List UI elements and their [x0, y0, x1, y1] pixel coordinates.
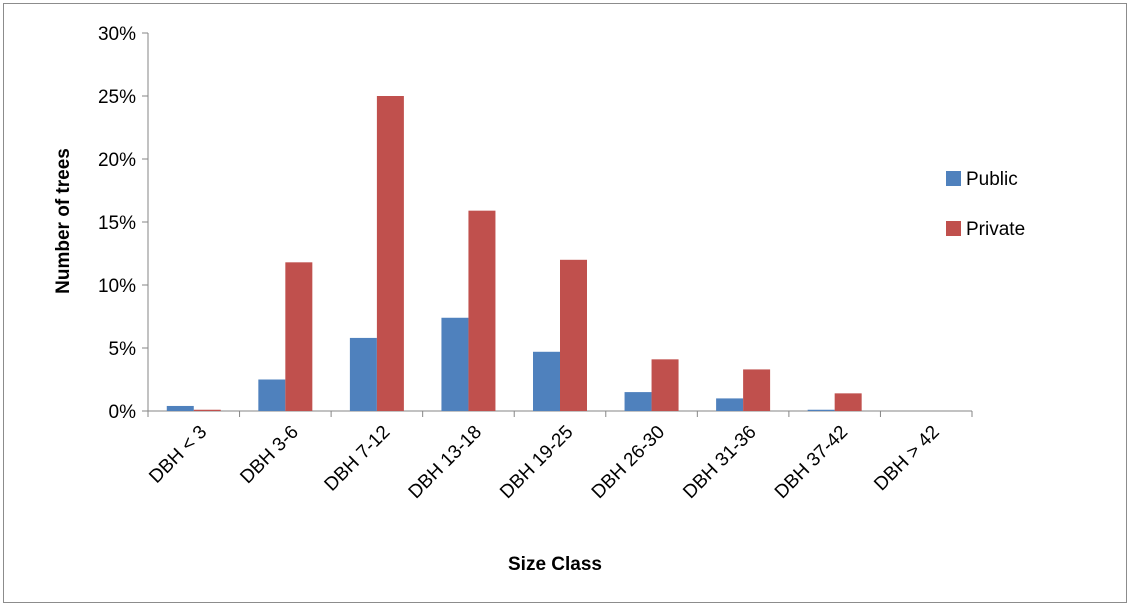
- x-axis: DBH < 3 DBH 3-6 DBH 7-12 DBH 13-18 DBH 19-25…: [145, 410, 973, 503]
- legend: Public Private: [946, 169, 1025, 240]
- bar-private-7: [834, 393, 862, 411]
- bar-private-2: [376, 96, 404, 411]
- x-tick-label: DBH > 42: [870, 422, 943, 495]
- bar-public-3: [441, 317, 469, 411]
- x-tick-label: DBH < 3: [145, 422, 211, 488]
- y-tick-label: 25%: [98, 87, 136, 108]
- y-tick-label: 20%: [98, 150, 136, 171]
- bar-public-7: [807, 409, 835, 411]
- y-axis-title: Number of trees: [53, 148, 74, 294]
- y-tick-label: 30%: [98, 24, 136, 45]
- y-tick-label: 0%: [109, 402, 137, 423]
- bar-public-6: [716, 398, 744, 411]
- y-tick-label: 5%: [109, 339, 137, 360]
- bar-public-4: [533, 351, 560, 411]
- bars: [166, 96, 862, 411]
- bar-private-6: [743, 369, 771, 411]
- x-tick-label: DBH 26-30: [588, 422, 669, 503]
- x-tick-label: DBH 3-6: [237, 422, 303, 488]
- bar-private-4: [560, 259, 587, 411]
- x-tick-label: DBH 37-42: [771, 422, 852, 503]
- bar-public-5: [624, 392, 652, 411]
- y-tick-label: 10%: [98, 276, 136, 297]
- legend-label-private: Private: [966, 219, 1025, 240]
- x-tick-label: DBH 31-36: [679, 422, 760, 503]
- legend-swatch-public: [946, 171, 961, 186]
- x-tick-label: DBH 13-18: [405, 422, 486, 503]
- x-tick-label: DBH 19-25: [496, 422, 577, 503]
- bar-private-3: [468, 210, 496, 411]
- bar-private-0: [193, 409, 221, 411]
- x-axis-title: Size Class: [508, 554, 602, 575]
- y-tick-label: 15%: [98, 213, 136, 234]
- x-tick-label: DBH 7-12: [321, 422, 395, 496]
- legend-swatch-private: [946, 221, 961, 236]
- bar-public-0: [166, 405, 194, 411]
- bar-public-1: [258, 379, 286, 411]
- y-axis: 0% 5% 10% 15% 20% 25% 30%: [98, 24, 149, 423]
- bar-public-2: [349, 337, 377, 411]
- legend-label-public: Public: [966, 169, 1018, 190]
- bar-private-5: [651, 359, 679, 411]
- bar-private-1: [285, 262, 313, 411]
